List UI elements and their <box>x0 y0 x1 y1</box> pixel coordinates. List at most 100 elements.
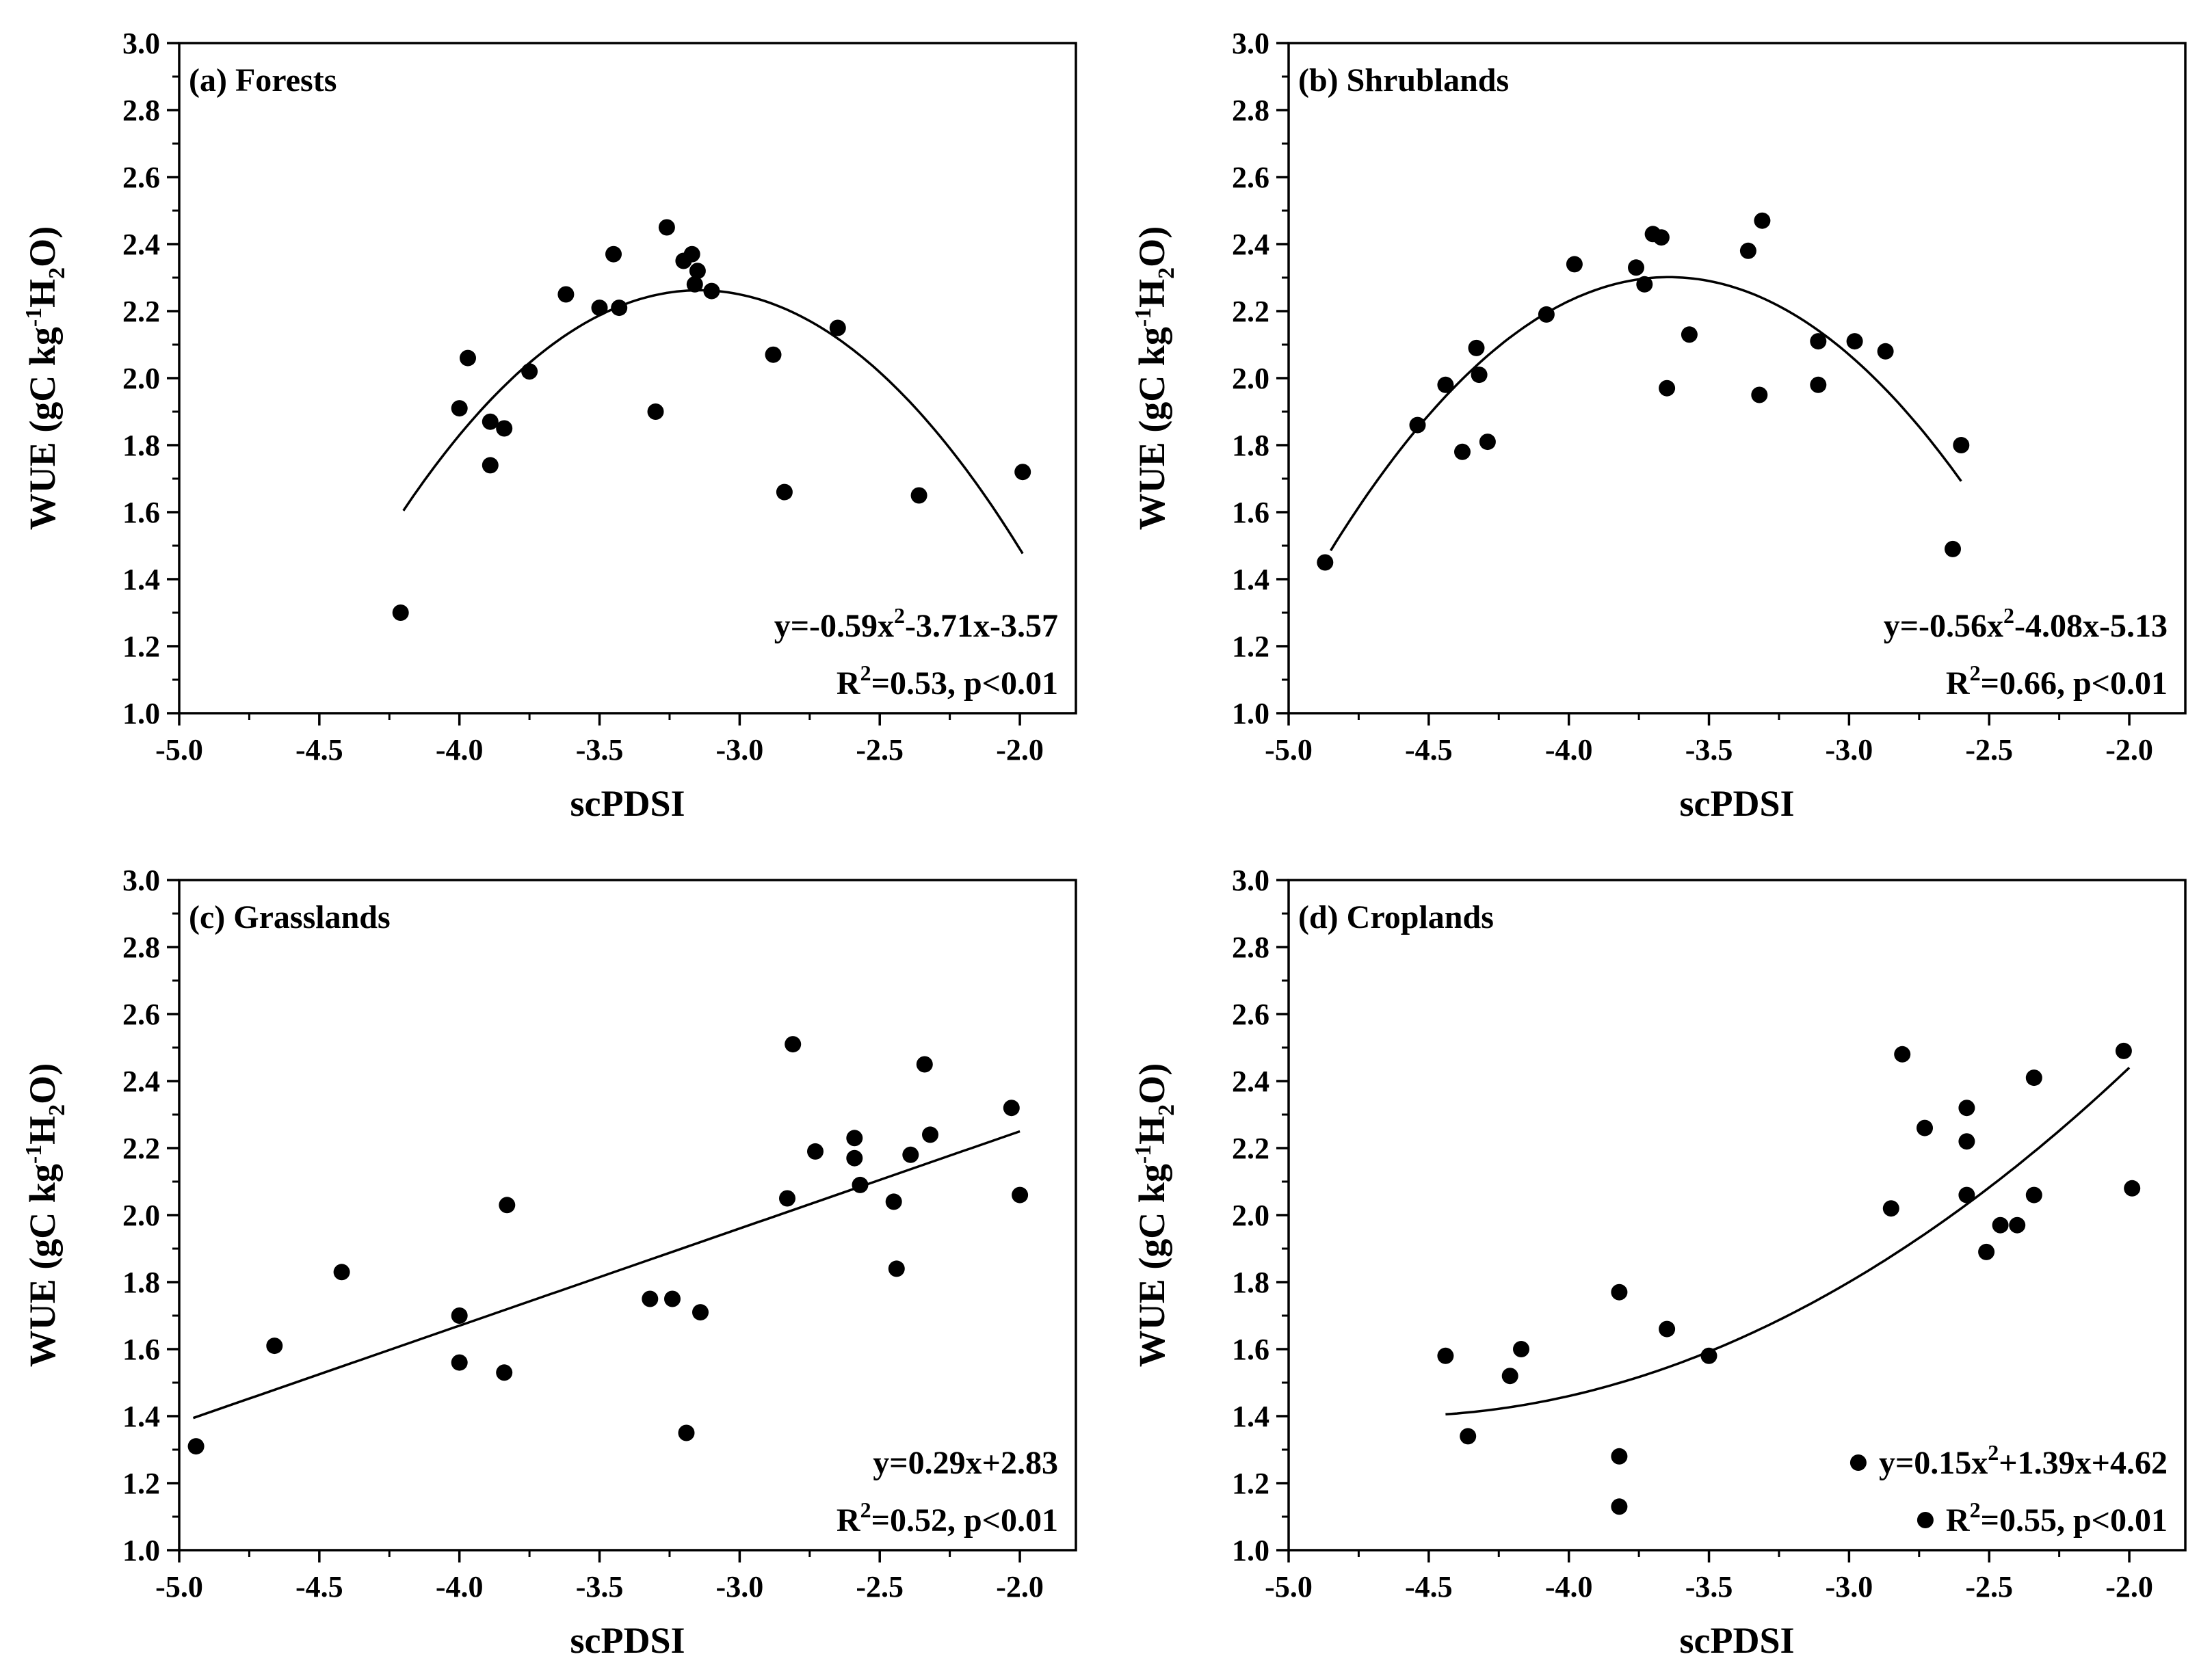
stats-prefix: R <box>1946 1502 1971 1539</box>
y-tick-label: 1.0 <box>122 697 160 730</box>
y-label-sup: -1 <box>21 308 47 327</box>
panel-2: -5.0 -4.5 -4.0 -3.5 -3.0 -2.5 -2.0 1.0 1.2 1.4 1.6… <box>1131 27 2187 824</box>
x-tick-label: -3.5 <box>576 733 624 767</box>
x-tick-label: -2.0 <box>2105 733 2153 767</box>
y-axis-label: WUE (gC kg-1H2O) <box>21 226 70 530</box>
data-point <box>557 286 575 303</box>
x-tick-label: -3.5 <box>1685 733 1733 767</box>
data-point <box>1681 326 1698 343</box>
x-tick-label: -3.5 <box>576 1570 624 1604</box>
data-point <box>852 1176 869 1193</box>
data-point <box>451 1354 468 1371</box>
y-tick-label: 2.8 <box>122 94 160 127</box>
panel-label: (b) Shrublands <box>1298 62 1509 98</box>
data-point <box>689 263 706 280</box>
y-tick-label: 1.0 <box>1232 1534 1269 1567</box>
data-point <box>1958 1133 1975 1150</box>
data-point <box>591 300 608 317</box>
y-tick-label: 1.6 <box>122 1333 160 1366</box>
equation-sup: 2 <box>1988 1440 1999 1465</box>
y-tick-label: 3.0 <box>1232 27 1269 60</box>
data-point <box>683 245 700 263</box>
y-tick-label: 2.6 <box>1232 161 1269 194</box>
y-tick-label: 2.8 <box>1232 94 1269 127</box>
x-tick-label: -2.0 <box>996 1570 1044 1604</box>
equation-prefix: y=0.29x+2.83 <box>873 1445 1058 1481</box>
data-point <box>1653 229 1670 246</box>
y-tick-label: 2.2 <box>122 295 160 328</box>
data-point <box>664 1290 681 1307</box>
data-point <box>521 363 538 380</box>
y-tick-label: 2.0 <box>122 1199 160 1232</box>
legend-marker <box>1917 1512 1934 1528</box>
data-point <box>1877 343 1894 360</box>
stats-prefix: R <box>837 665 861 702</box>
data-point <box>496 1364 513 1381</box>
equation-sup: 2 <box>2003 603 2014 628</box>
y-label-sub: 2 <box>44 267 70 279</box>
data-point <box>2124 1180 2141 1197</box>
y-label-prefix: WUE (gC kg <box>1131 327 1172 530</box>
stats-sup: 2 <box>860 661 871 685</box>
y-tick-label: 1.8 <box>1232 1266 1269 1299</box>
stats-suffix: =0.53, p<0.01 <box>871 665 1058 702</box>
data-point <box>1810 333 1827 350</box>
data-point <box>910 487 927 504</box>
y-label-prefix: WUE (gC kg <box>1131 1164 1172 1367</box>
stats-sup: 2 <box>1970 661 1981 685</box>
data-point <box>846 1130 863 1147</box>
x-tick-label: -4.5 <box>1405 1570 1453 1604</box>
y-tick-label: 2.6 <box>122 998 160 1031</box>
y-tick-label: 1.4 <box>122 563 160 596</box>
data-point <box>642 1290 659 1307</box>
stats-prefix: R <box>1946 665 1971 702</box>
data-point <box>1501 1368 1518 1385</box>
y-tick-label: 2.4 <box>122 228 160 261</box>
equation-sup: 2 <box>894 603 905 628</box>
stats-suffix: =0.66, p<0.01 <box>1981 665 2168 702</box>
data-point <box>1846 333 1863 350</box>
data-point <box>1958 1186 1975 1203</box>
y-label-sub: 2 <box>1154 267 1179 279</box>
equation-prefix: y=-0.59x <box>774 608 894 644</box>
data-point <box>703 282 720 300</box>
panel-1: -5.0 -4.5 -4.0 -3.5 -3.0 -2.5 -2.0 1.0 1.2 1.4 1.6… <box>21 27 1077 824</box>
y-label-mid: H <box>22 1116 63 1145</box>
data-point <box>807 1143 824 1160</box>
data-point <box>496 420 513 437</box>
stats-suffix: =0.55, p<0.01 <box>1981 1502 2168 1539</box>
data-point <box>692 1304 709 1321</box>
data-point <box>902 1146 919 1163</box>
data-point <box>1479 434 1496 451</box>
data-point <box>888 1260 905 1277</box>
y-tick-label: 2.4 <box>1232 1065 1269 1098</box>
data-point <box>451 400 468 417</box>
data-point <box>333 1264 350 1281</box>
panel-label: (c) Grasslands <box>189 899 391 935</box>
data-point <box>2025 1069 2042 1087</box>
y-tick-label: 1.4 <box>1232 563 1269 596</box>
data-point <box>1810 376 1827 393</box>
x-tick-label: -3.0 <box>716 733 764 767</box>
data-point <box>392 604 409 621</box>
y-label-sup: -1 <box>21 1145 47 1164</box>
x-axis-label: scPDSI <box>570 783 685 824</box>
y-label-suffix: O) <box>22 1063 63 1104</box>
y-axis-label: WUE (gC kg-1H2O) <box>1131 226 1179 530</box>
data-point <box>1437 1347 1454 1364</box>
y-tick-label: 1.2 <box>122 1467 160 1500</box>
equation-prefix: y=0.15x <box>1879 1445 1988 1481</box>
equation-suffix: -3.71x-3.57 <box>905 608 1058 644</box>
data-point <box>1700 1347 1717 1364</box>
data-point <box>1538 306 1555 323</box>
equation-suffix: -4.08x-5.13 <box>2014 608 2168 644</box>
data-point <box>1611 1498 1628 1515</box>
data-point <box>678 1424 695 1441</box>
data-point <box>765 346 782 363</box>
data-point <box>187 1438 205 1455</box>
x-tick-label: -3.5 <box>1685 1570 1733 1604</box>
data-point <box>686 276 703 293</box>
y-tick-label: 1.8 <box>122 1266 160 1299</box>
x-tick-label: -2.5 <box>856 733 904 767</box>
x-tick-label: -4.0 <box>436 1570 484 1604</box>
